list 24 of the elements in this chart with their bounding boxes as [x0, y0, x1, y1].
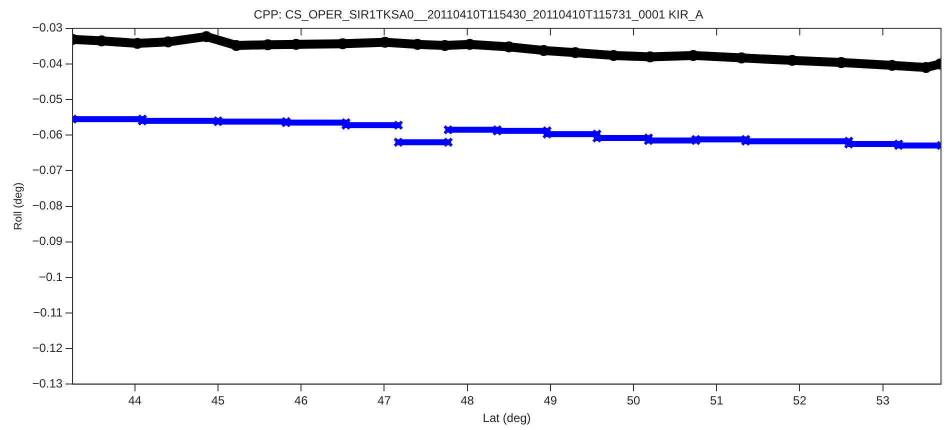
x-tick-label: 46	[294, 394, 308, 408]
chart-title: CPP: CS_OPER_SIR1TKSA0__20110410T115430_20110410T115731_0001 KIR_A	[254, 8, 704, 22]
x-tick-label: 49	[544, 394, 558, 408]
y-tick-label: −0.03	[32, 20, 63, 35]
y-tick-label: −0.11	[33, 305, 63, 320]
y-tick-label: −0.04	[32, 56, 63, 70]
x-tick-label: 53	[876, 394, 890, 408]
x-tick-label: 50	[626, 394, 641, 408]
y-tick-label: −0.13	[32, 376, 63, 391]
y-tick-label: −0.1	[38, 270, 63, 284]
x-tick-label: 44	[128, 394, 142, 408]
x-tick-label: 48	[460, 394, 474, 408]
y-tick-label: −0.12	[32, 340, 63, 355]
y-tick-label: −0.05	[32, 92, 63, 106]
x-tick-label: 45	[211, 394, 225, 408]
y-tick-label: −0.07	[32, 163, 63, 178]
x-tick-label: 51	[710, 394, 724, 408]
x-tick-label: 52	[793, 394, 807, 408]
x-axis-title: Lat (deg)	[482, 411, 531, 426]
y-tick-label: −0.06	[32, 127, 63, 142]
y-tick-label: −0.08	[32, 198, 63, 213]
x-tick-label: 47	[378, 394, 392, 408]
y-axis-title: Roll (deg)	[12, 182, 25, 230]
y-tick-label: −0.09	[32, 234, 63, 248]
